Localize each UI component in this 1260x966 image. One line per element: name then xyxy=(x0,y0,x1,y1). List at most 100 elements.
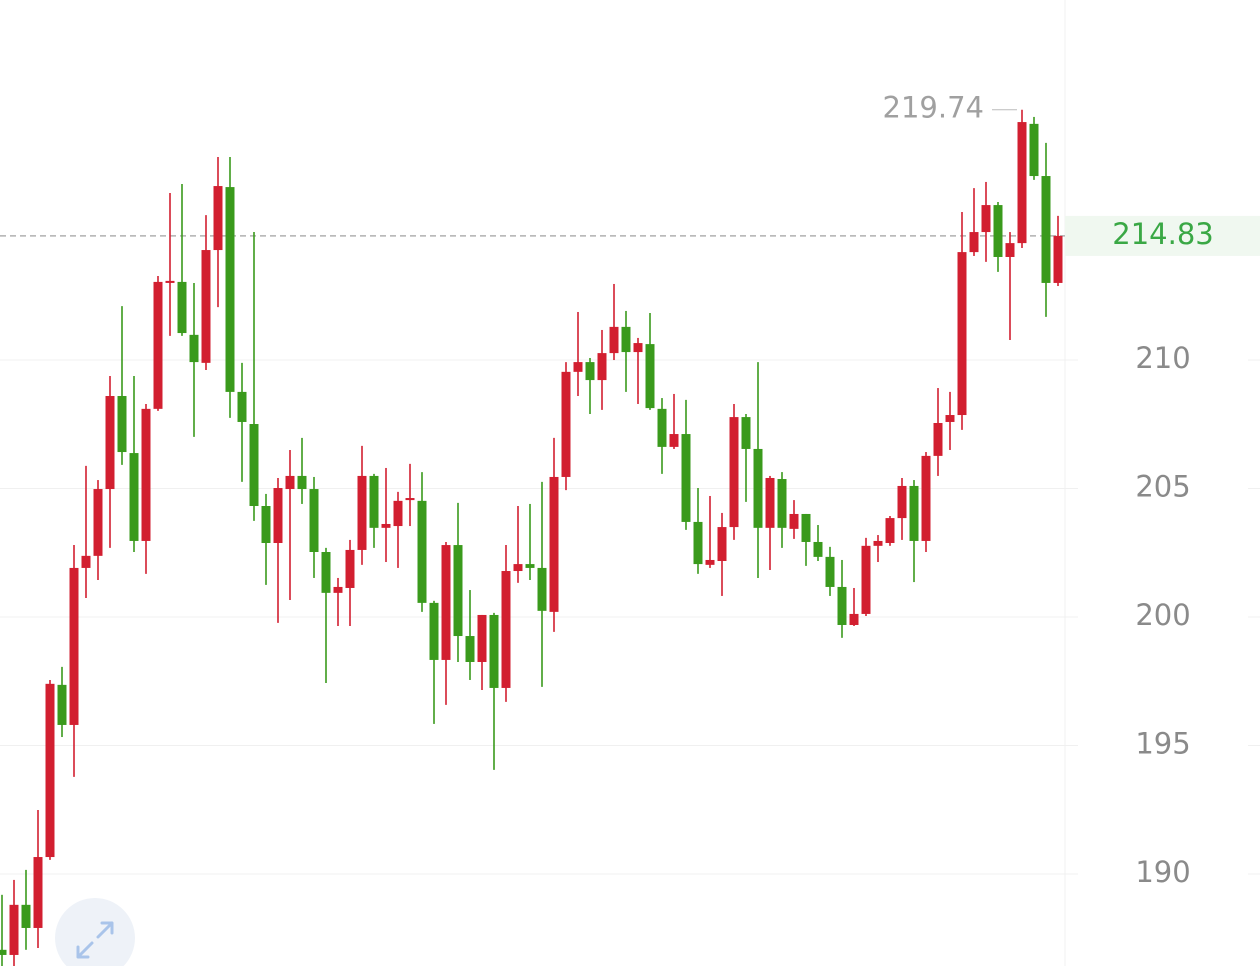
candle-body xyxy=(957,252,967,416)
candle-body xyxy=(93,489,103,556)
candle-body xyxy=(705,559,715,565)
candle-body xyxy=(729,417,739,528)
candle-body xyxy=(369,475,379,528)
candle-body xyxy=(969,232,979,253)
candle-body xyxy=(573,362,583,372)
candle-body xyxy=(765,477,775,528)
candle-body xyxy=(309,489,319,552)
candle-body xyxy=(681,434,691,522)
candle-body xyxy=(297,475,307,490)
candle-body xyxy=(21,904,31,928)
candle-body xyxy=(465,636,475,662)
candle-body xyxy=(1041,176,1051,283)
candle-body xyxy=(525,564,535,568)
fullscreen-circle[interactable] xyxy=(55,898,135,966)
candles xyxy=(0,109,1063,966)
candle-body xyxy=(621,326,631,353)
y-tick-label: 210 xyxy=(1135,341,1190,375)
candle-body xyxy=(741,417,751,449)
candle-body xyxy=(9,904,19,955)
candle-body xyxy=(921,455,931,541)
max-label: 219.74 xyxy=(883,91,984,125)
candle-body xyxy=(321,552,331,593)
candle-body xyxy=(165,280,175,283)
candle-body xyxy=(945,415,955,422)
candle-body xyxy=(669,434,679,447)
grid xyxy=(0,235,1260,875)
last-price-label: 214.83 xyxy=(1112,217,1213,251)
candle-body xyxy=(57,684,67,725)
candle-body xyxy=(357,475,367,550)
fullscreen-icon[interactable] xyxy=(76,921,114,959)
candle-body xyxy=(81,555,91,568)
candle-body xyxy=(129,453,139,541)
candle-body xyxy=(153,281,163,409)
candle-body xyxy=(285,475,295,490)
candle-body xyxy=(861,545,871,614)
candle-body xyxy=(45,683,55,858)
candle-body xyxy=(249,424,259,506)
candle-body xyxy=(849,613,859,625)
candle-body xyxy=(561,371,571,477)
candle-body xyxy=(1029,123,1039,177)
candle-body xyxy=(405,498,415,501)
last-price-band xyxy=(1065,215,1260,256)
candle-body xyxy=(213,186,223,251)
candle-body xyxy=(117,396,127,453)
candle-body xyxy=(909,485,919,541)
candle-body xyxy=(441,545,451,660)
candle-body xyxy=(597,353,607,381)
candle-body xyxy=(417,500,427,603)
candle-body xyxy=(801,513,811,542)
candle-body xyxy=(813,541,823,557)
candle-body xyxy=(897,485,907,519)
candle-body xyxy=(657,408,667,447)
fullscreen-button[interactable] xyxy=(55,898,135,966)
candle-body xyxy=(453,545,463,637)
candle-body xyxy=(693,521,703,565)
candle-body xyxy=(429,602,439,660)
candle-body xyxy=(177,281,187,334)
candle-body xyxy=(1053,235,1063,283)
candle-body xyxy=(753,448,763,528)
candle-body xyxy=(537,567,547,611)
candle-body xyxy=(33,857,43,928)
candle-body xyxy=(1017,122,1027,244)
candle-body xyxy=(1005,243,1015,257)
y-tick-label: 200 xyxy=(1135,598,1190,632)
candle-body xyxy=(993,205,1003,257)
candle-body xyxy=(273,488,283,544)
candle-body xyxy=(105,396,115,490)
candle-body xyxy=(477,614,487,662)
candle-body xyxy=(237,391,247,422)
y-tick-label: 190 xyxy=(1135,855,1190,889)
candle-body xyxy=(981,205,991,233)
candle-body xyxy=(381,523,391,528)
candle-body xyxy=(609,326,619,354)
candle-body xyxy=(549,476,559,612)
candle-body xyxy=(933,422,943,456)
candle-body xyxy=(825,556,835,587)
candle-body xyxy=(189,334,199,363)
candle-body xyxy=(717,527,727,561)
labels: 190 195 200 205 210 214.83 219.74 xyxy=(883,91,1260,889)
candle-body xyxy=(0,949,7,955)
candle-body xyxy=(201,250,211,363)
candle-body xyxy=(513,564,523,572)
candle-body xyxy=(69,567,79,725)
candle-body xyxy=(261,506,271,544)
candle-body xyxy=(789,513,799,529)
candle-body xyxy=(645,344,655,409)
candle-body xyxy=(141,408,151,541)
candle-body xyxy=(885,518,895,544)
candle-body xyxy=(225,187,235,392)
candle-body xyxy=(633,343,643,353)
candle-body xyxy=(489,614,499,688)
candle-body xyxy=(837,586,847,625)
candle-body xyxy=(873,540,883,546)
y-tick-label: 195 xyxy=(1135,727,1190,761)
y-tick-label: 205 xyxy=(1135,470,1190,504)
candle-body xyxy=(333,586,343,593)
